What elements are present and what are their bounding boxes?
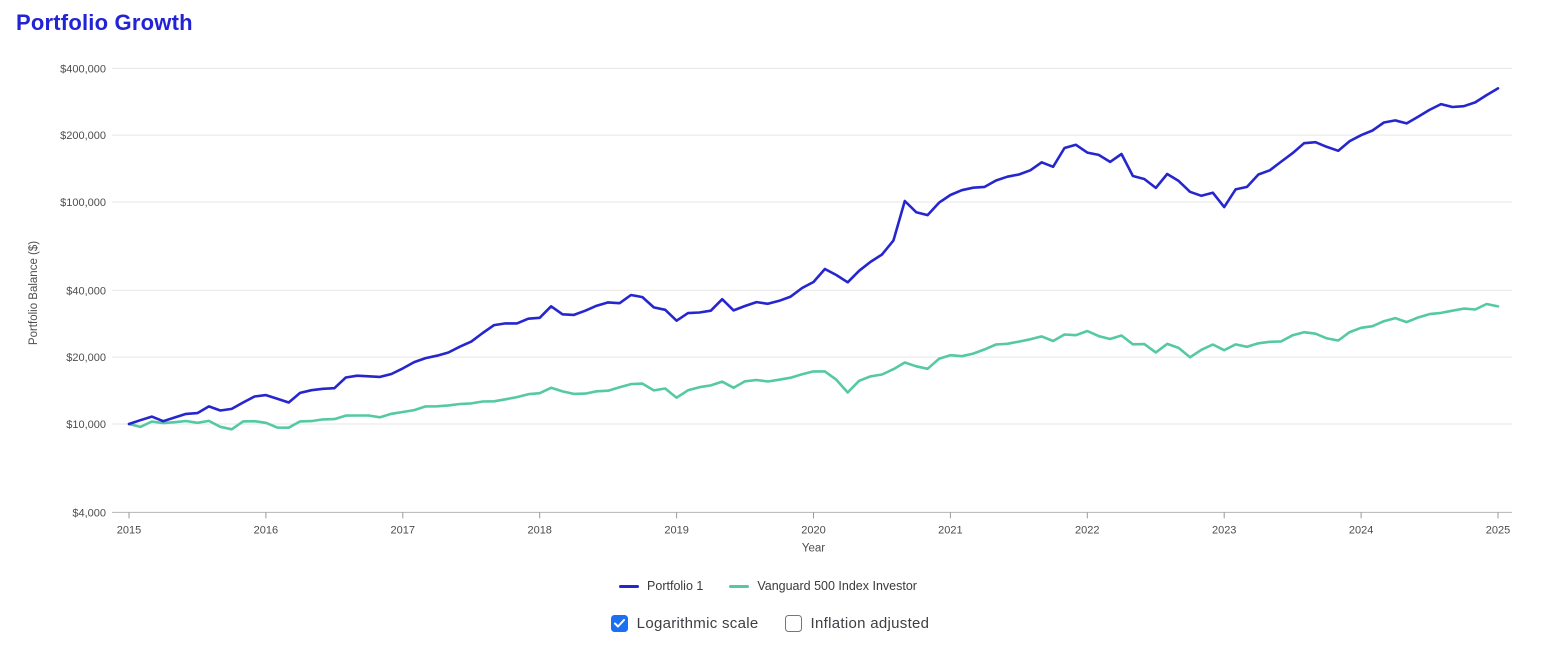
portfolio-growth-chart: $400,000 $200,000 $100,000 $40,000 $20,000 $1… [28,63,1512,554]
logarithmic-scale-checkbox[interactable] [610,615,628,632]
y-tick-label: $10,000 [66,419,106,431]
series-line-vanguard-500-index-investor [127,302,1500,431]
y-axis-title: Portfolio Balance ($) [28,241,40,345]
legend-label: Vanguard 500 Index Investor [757,579,917,593]
y-tick-label: $400,000 [60,63,106,75]
y-tick-label: $4,000 [72,507,106,519]
y-tick-label: $200,000 [60,130,106,142]
x-tick-label: 2019 [664,524,688,536]
chart-legend: Portfolio 1 Vanguard 500 Index Investor [0,579,1536,593]
logarithmic-scale-control[interactable]: Logarithmic scale [610,615,759,632]
legend-item-portfolio-1: Portfolio 1 [619,579,703,593]
logarithmic-scale-label: Logarithmic scale [636,615,759,632]
x-axis-title: Year [802,542,825,554]
y-tick-label: $40,000 [66,285,106,297]
y-tick-label: $20,000 [66,352,106,364]
y-tick-label: $100,000 [60,197,106,209]
x-tick-label: 2021 [938,524,962,536]
inflation-adjusted-checkbox[interactable] [784,615,802,632]
legend-item-vanguard-500: Vanguard 500 Index Investor [729,579,917,593]
x-tick-label: 2024 [1349,524,1373,536]
inflation-adjusted-label: Inflation adjusted [810,615,930,632]
x-tick-label: 2016 [254,524,278,536]
x-tick-label: 2022 [1075,524,1099,536]
x-tick-label: 2023 [1212,524,1236,536]
x-tick-label: 2017 [391,524,415,536]
x-tick-label: 2015 [117,524,141,536]
x-tick-label: 2020 [801,524,825,536]
series-line-portfolio-1 [127,87,1500,426]
checkmark-icon [613,619,625,628]
x-tick-label: 2025 [1486,524,1510,536]
chart-controls: Logarithmic scale Inflation adjusted [0,615,1540,632]
vanguard-500-line-swatch [729,584,750,588]
legend-label: Portfolio 1 [647,579,704,593]
inflation-adjusted-control[interactable]: Inflation adjusted [784,615,930,632]
portfolio-1-line-swatch [619,584,640,588]
page-title: Portfolio Growth [16,10,193,35]
x-tick-label: 2018 [527,524,551,536]
